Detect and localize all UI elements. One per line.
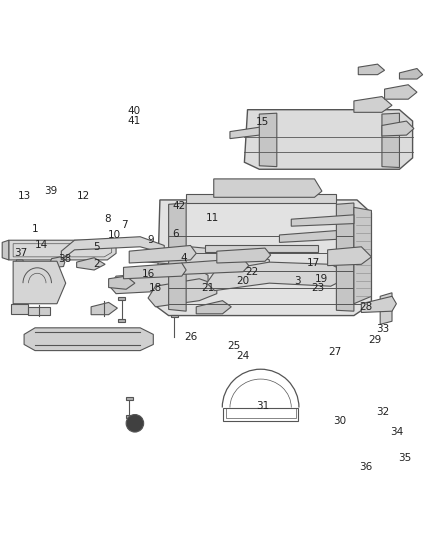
- Polygon shape: [214, 179, 322, 197]
- Text: 25: 25: [228, 341, 241, 351]
- Polygon shape: [2, 240, 9, 260]
- Polygon shape: [354, 207, 371, 304]
- Text: 31: 31: [256, 401, 269, 411]
- Text: 4: 4: [180, 253, 187, 263]
- Text: 6: 6: [172, 229, 179, 239]
- Polygon shape: [171, 314, 178, 317]
- Text: 29: 29: [368, 335, 381, 345]
- Polygon shape: [77, 258, 105, 270]
- Polygon shape: [279, 231, 336, 243]
- Polygon shape: [358, 64, 385, 75]
- Polygon shape: [61, 237, 164, 260]
- Polygon shape: [196, 301, 231, 314]
- Polygon shape: [118, 297, 125, 300]
- Polygon shape: [382, 113, 399, 167]
- Polygon shape: [399, 69, 423, 79]
- Polygon shape: [15, 260, 25, 272]
- Text: 39: 39: [44, 186, 57, 196]
- Text: 24: 24: [237, 351, 250, 361]
- Text: 28: 28: [359, 302, 372, 312]
- Text: 21: 21: [201, 282, 215, 293]
- Polygon shape: [230, 127, 259, 139]
- Polygon shape: [380, 293, 392, 324]
- Text: 1: 1: [32, 224, 39, 235]
- Text: 34: 34: [390, 427, 403, 437]
- Polygon shape: [9, 240, 116, 260]
- Text: 14: 14: [35, 240, 48, 251]
- Text: 9: 9: [148, 235, 155, 245]
- Text: 38: 38: [58, 254, 71, 264]
- Text: 19: 19: [315, 274, 328, 284]
- Text: 20: 20: [237, 276, 250, 286]
- Text: 32: 32: [377, 407, 390, 417]
- Polygon shape: [336, 203, 354, 311]
- Text: 41: 41: [127, 116, 140, 126]
- Text: 2: 2: [93, 260, 100, 269]
- Text: 42: 42: [172, 201, 185, 211]
- Text: 15: 15: [256, 117, 269, 127]
- Polygon shape: [217, 248, 271, 263]
- Polygon shape: [157, 200, 371, 316]
- Text: 22: 22: [245, 266, 258, 277]
- Text: 13: 13: [18, 191, 31, 201]
- Polygon shape: [126, 397, 133, 400]
- Text: 35: 35: [399, 454, 412, 463]
- Text: 40: 40: [127, 106, 140, 116]
- Polygon shape: [328, 247, 371, 265]
- Text: 26: 26: [184, 333, 197, 343]
- Polygon shape: [182, 259, 249, 274]
- Polygon shape: [291, 215, 354, 226]
- Polygon shape: [110, 270, 208, 294]
- Text: 30: 30: [333, 416, 346, 426]
- Polygon shape: [382, 121, 414, 136]
- Polygon shape: [28, 307, 50, 314]
- Polygon shape: [126, 415, 133, 418]
- Polygon shape: [129, 246, 196, 263]
- Text: 8: 8: [104, 214, 111, 224]
- Polygon shape: [11, 304, 28, 314]
- Polygon shape: [244, 110, 413, 169]
- Text: 16: 16: [142, 269, 155, 279]
- Text: 3: 3: [294, 276, 301, 286]
- Polygon shape: [138, 247, 269, 273]
- Text: 12: 12: [77, 191, 90, 201]
- Polygon shape: [118, 319, 125, 322]
- Polygon shape: [148, 279, 217, 307]
- Polygon shape: [124, 263, 186, 279]
- Polygon shape: [91, 302, 117, 314]
- Polygon shape: [354, 96, 392, 112]
- Text: 17: 17: [307, 258, 320, 268]
- Polygon shape: [205, 246, 318, 253]
- Polygon shape: [49, 257, 65, 268]
- Text: 7: 7: [121, 220, 128, 230]
- Text: 5: 5: [93, 242, 100, 252]
- Text: 36: 36: [359, 462, 372, 472]
- Text: 33: 33: [377, 324, 390, 334]
- Polygon shape: [109, 276, 135, 289]
- Polygon shape: [186, 194, 336, 203]
- Text: 37: 37: [14, 248, 28, 259]
- Polygon shape: [361, 296, 396, 312]
- Polygon shape: [169, 203, 186, 311]
- Text: 27: 27: [328, 347, 342, 357]
- Polygon shape: [13, 261, 66, 304]
- Polygon shape: [24, 328, 153, 351]
- Text: 11: 11: [206, 213, 219, 223]
- Polygon shape: [207, 262, 344, 290]
- Text: 23: 23: [311, 282, 324, 293]
- Polygon shape: [385, 85, 417, 99]
- Polygon shape: [259, 113, 277, 167]
- Text: 10: 10: [107, 230, 120, 240]
- Circle shape: [126, 415, 144, 432]
- Text: 18: 18: [149, 284, 162, 293]
